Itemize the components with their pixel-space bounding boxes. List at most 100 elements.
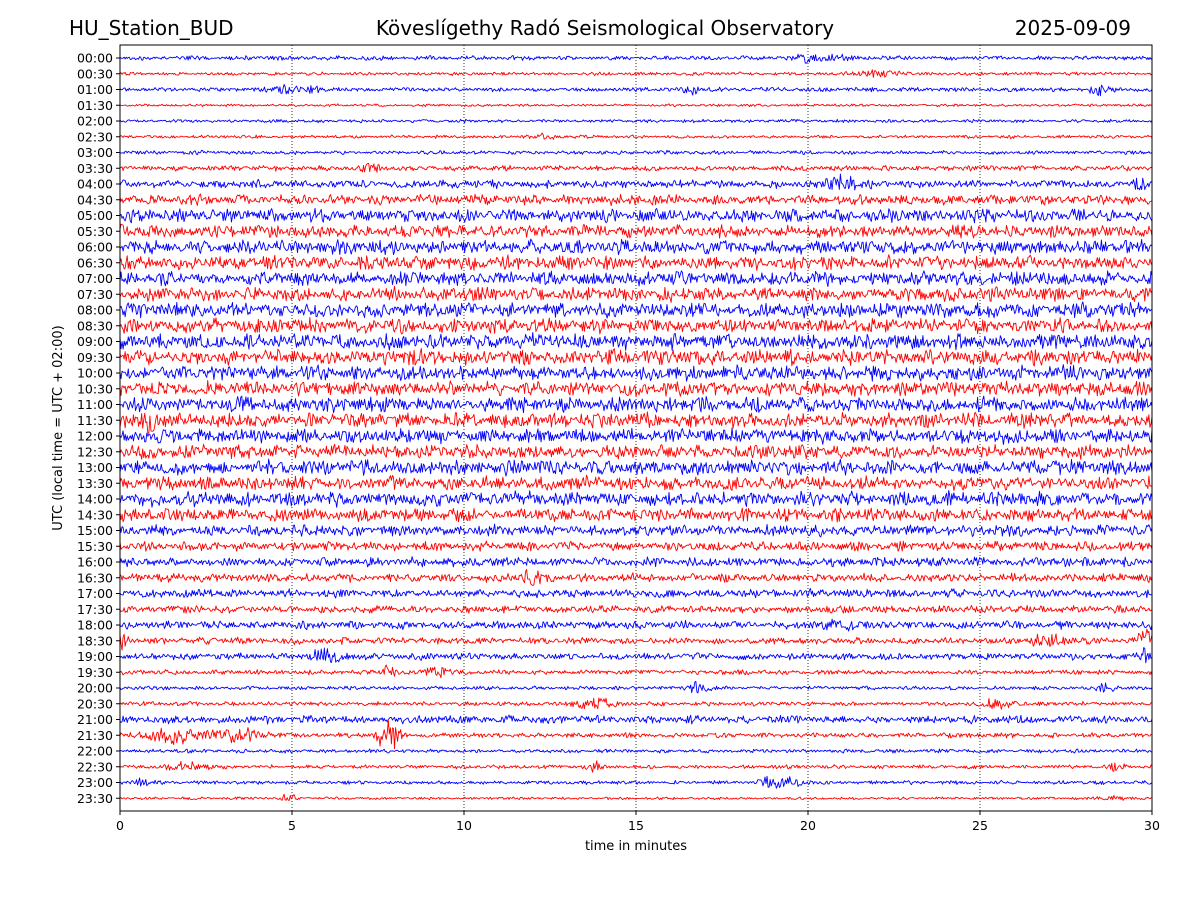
y-tick-label: 15:30 xyxy=(77,539,113,554)
y-tick-label: 12:00 xyxy=(77,429,113,444)
x-tick-label: 20 xyxy=(800,818,816,833)
trace-line xyxy=(119,697,1153,710)
trace-line xyxy=(119,569,1153,586)
trace-line xyxy=(119,364,1153,382)
y-axis-ticks: 00:0000:3001:0001:3002:0002:3003:0003:30… xyxy=(77,51,120,806)
trace-line xyxy=(119,714,1153,725)
trace-line xyxy=(119,317,1153,335)
x-tick-label: 0 xyxy=(116,818,124,833)
y-tick-label: 11:30 xyxy=(77,413,113,428)
trace-line xyxy=(119,301,1153,319)
y-tick-label: 23:00 xyxy=(77,775,113,790)
y-tick-label: 17:30 xyxy=(77,602,113,617)
trace-line xyxy=(119,443,1153,460)
y-tick-label: 21:00 xyxy=(77,712,113,727)
trace-line xyxy=(119,380,1153,397)
trace-line xyxy=(119,474,1153,492)
y-tick-label: 06:00 xyxy=(77,240,113,255)
trace-line xyxy=(119,395,1153,414)
y-tick-label: 14:00 xyxy=(77,492,113,507)
trace-line xyxy=(119,173,1153,191)
trace-line xyxy=(119,103,1153,108)
trace-line xyxy=(119,793,1153,801)
y-tick-label: 07:00 xyxy=(77,271,113,286)
trace-line xyxy=(119,458,1153,477)
y-tick-label: 18:30 xyxy=(77,633,113,648)
trace-line xyxy=(119,507,1153,523)
y-tick-label: 23:30 xyxy=(77,791,113,806)
trace-line xyxy=(119,254,1153,271)
x-axis-ticks: 0 5 10 15 20 25 30 xyxy=(116,811,1160,833)
y-tick-label: 21:30 xyxy=(77,728,113,743)
trace-line xyxy=(119,540,1153,552)
trace-line xyxy=(119,149,1153,156)
trace-line xyxy=(119,427,1153,446)
y-tick-label: 22:30 xyxy=(77,759,113,774)
y-tick-label: 08:00 xyxy=(77,303,113,318)
trace-line xyxy=(119,285,1153,303)
trace-line xyxy=(119,348,1153,367)
trace-line xyxy=(119,680,1153,694)
trace-line xyxy=(119,775,1153,789)
x-tick-label: 30 xyxy=(1144,818,1160,833)
y-tick-label: 20:30 xyxy=(77,696,113,711)
y-tick-label: 03:00 xyxy=(77,145,113,160)
y-tick-label: 16:30 xyxy=(77,570,113,585)
y-tick-label: 09:30 xyxy=(77,350,113,365)
y-tick-label: 22:00 xyxy=(77,744,113,759)
trace-line xyxy=(119,411,1153,434)
trace-line xyxy=(119,490,1153,508)
y-tick-label: 09:00 xyxy=(77,334,113,349)
trace-line xyxy=(119,647,1153,664)
trace-line xyxy=(119,556,1153,568)
y-tick-label: 14:30 xyxy=(77,507,113,522)
y-tick-label: 05:30 xyxy=(77,224,113,239)
y-tick-label: 10:00 xyxy=(77,366,113,381)
y-tick-label: 04:00 xyxy=(77,177,113,192)
y-tick-label: 11:00 xyxy=(77,397,113,412)
y-tick-label: 02:30 xyxy=(77,129,113,144)
y-axis-label: UTC (local time = UTC + 02:00) xyxy=(51,325,66,530)
trace-line xyxy=(119,332,1153,351)
trace-line xyxy=(119,618,1153,632)
date-label: 2025-09-09 xyxy=(1015,16,1131,40)
trace-line xyxy=(119,207,1153,224)
trace-line xyxy=(119,748,1153,754)
y-tick-label: 05:00 xyxy=(77,208,113,223)
seismic-traces xyxy=(119,53,1153,801)
plot-frame xyxy=(119,44,1153,812)
y-tick-label: 16:00 xyxy=(77,555,113,570)
trace-line xyxy=(119,84,1153,97)
y-tick-label: 13:00 xyxy=(77,460,113,475)
x-tick-label: 25 xyxy=(972,818,988,833)
y-tick-label: 17:00 xyxy=(77,586,113,601)
station-label: HU_Station_BUD xyxy=(69,16,234,40)
trace-line xyxy=(119,588,1153,599)
trace-line xyxy=(119,270,1153,288)
y-tick-label: 00:30 xyxy=(77,66,113,81)
y-tick-label: 03:30 xyxy=(77,161,113,176)
trace-line xyxy=(119,523,1153,538)
y-tick-label: 18:00 xyxy=(77,618,113,633)
y-tick-label: 20:00 xyxy=(77,681,113,696)
y-tick-label: 13:30 xyxy=(77,476,113,491)
chart-title: Köveslígethy Radó Seismological Observat… xyxy=(376,16,834,40)
trace-line xyxy=(119,118,1153,124)
trace-line xyxy=(119,193,1153,206)
y-tick-label: 00:00 xyxy=(77,51,113,66)
trace-line xyxy=(119,719,1153,750)
y-tick-label: 07:30 xyxy=(77,287,113,302)
trace-line xyxy=(119,223,1153,239)
trace-line xyxy=(119,238,1153,256)
trace-line xyxy=(119,53,1153,64)
y-tick-label: 01:30 xyxy=(77,98,113,113)
x-tick-label: 5 xyxy=(288,818,296,833)
x-axis-label: time in minutes xyxy=(585,839,687,854)
x-tick-label: 15 xyxy=(628,818,644,833)
y-tick-label: 02:00 xyxy=(77,114,113,129)
trace-line xyxy=(119,760,1153,773)
trace-line xyxy=(119,664,1153,679)
y-tick-label: 06:30 xyxy=(77,255,113,270)
